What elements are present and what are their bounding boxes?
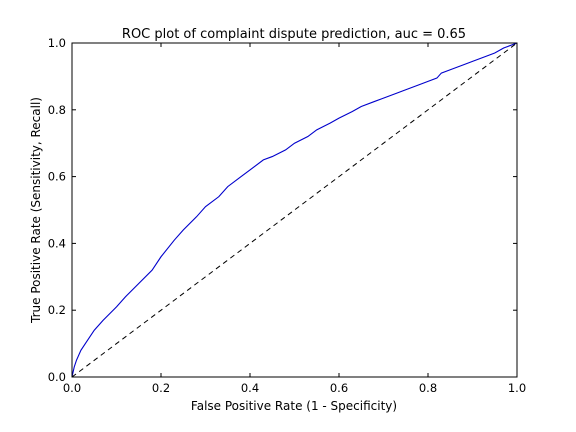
chance-diagonal-line xyxy=(71,42,518,378)
y-tick-label: 0.0 xyxy=(48,370,66,384)
x-tick-label: 0.8 xyxy=(419,381,437,395)
x-tick-label: 1.0 xyxy=(508,381,526,395)
chart-title: ROC plot of complaint dispute prediction… xyxy=(122,27,466,42)
y-tick-label: 1.0 xyxy=(48,36,66,50)
y-tick-label: 0.8 xyxy=(48,103,66,117)
plot-area xyxy=(71,42,518,378)
x-tick-label: 0.4 xyxy=(241,381,259,395)
y-tick-label: 0.6 xyxy=(48,170,66,184)
tick-labels: 0.0 0.2 0.4 0.6 0.8 1.0 0.0 0.2 0.4 0.6 0.8 1.0 xyxy=(48,36,526,395)
x-axis-label: False Positive Rate (1 - Specificity) xyxy=(191,399,397,413)
y-tick-label: 0.4 xyxy=(48,236,66,250)
x-tick-label: 0.2 xyxy=(152,381,170,395)
x-tick-label: 0.0 xyxy=(63,381,81,395)
y-axis-label: True Positive Rate (Sensitivity, Recall) xyxy=(29,97,43,324)
x-tick-label: 0.6 xyxy=(330,381,348,395)
y-tick-label: 0.2 xyxy=(48,303,66,317)
plot-frame xyxy=(71,42,518,378)
roc-curve-line xyxy=(71,42,518,378)
